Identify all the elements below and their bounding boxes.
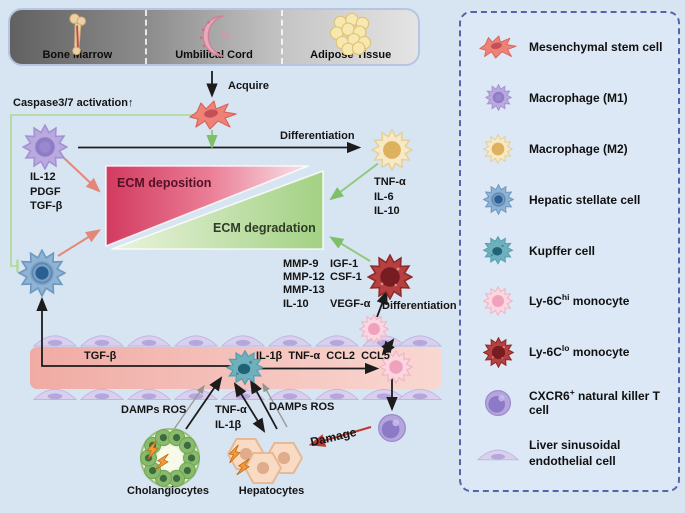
factor-label: [330, 284, 370, 297]
cytokine-label: TNF-α: [215, 404, 247, 416]
ecm-deposition-triangle: [105, 165, 309, 247]
factor-label: CSF-1: [330, 271, 362, 284]
m2-cytokines-list: TNF-α IL-6 IL-10: [374, 175, 406, 219]
banner-section-umbilical-cord: Umbilical Cord: [144, 10, 282, 64]
degradation-factors-col1: MMP-9 MMP-12 MMP-13 IL-10: [283, 258, 325, 311]
ly-6clo-monocyte-icon: [367, 254, 413, 300]
tissue-source-banner: Bone Marrow Umbilical Cord Adipose Tissu…: [8, 8, 420, 66]
macrophage-m2-icon: [371, 129, 413, 171]
factor-label: MMP-9: [283, 258, 319, 270]
macrophage-m1-icon: [485, 84, 512, 111]
cell-type-legend: Mesenchymal stem cell Macrophage (M1) Ma…: [459, 11, 680, 492]
ecm-degradation-triangle: [111, 170, 324, 250]
kupffer-cell-icon: [481, 236, 515, 265]
legend-item: Macrophage (M2): [475, 125, 674, 173]
factor-label: IGF-1: [330, 258, 359, 270]
legend-item: Ly-6Chi monocyte: [475, 277, 674, 325]
legend-item: Macrophage (M1): [475, 74, 674, 122]
legend-item-label: Kupffer cell: [529, 243, 596, 258]
cytokine-label: IL-10: [374, 205, 400, 218]
m2-to-degradation-arrow: [329, 162, 379, 201]
legend-item-label: Ly-6Chi monocyte: [529, 292, 630, 309]
damps-right-arrow: [249, 379, 278, 430]
tgf-beta-arrow: [36, 296, 230, 367]
macrophage-m2-icon: [483, 134, 513, 164]
cytokine-label: TGF-β: [30, 200, 63, 213]
monocyte-differentiation-arrow: [376, 289, 388, 318]
damps-ros-left-label: DAMPs ROS: [121, 404, 187, 416]
umbilical-cord-icon: [193, 13, 235, 59]
legend-item-label: Liver sinusoidal endothelial cell: [529, 438, 621, 468]
degradation-factors-col2: IGF-1 CSF-1 VEGF-α: [330, 258, 370, 311]
m1-cytokines-list: IL-12 PDGF TGF-β: [30, 170, 62, 214]
cytokine-label: TNF-α: [374, 176, 406, 188]
stellate-to-deposition-arrow: [57, 229, 101, 257]
endothelial-cell-row-bottom: [33, 388, 442, 400]
cxcr6-nkt-cell-icon: [377, 413, 407, 443]
cxcr6-nkt-cell-icon: [484, 389, 512, 417]
chemokines-label: IL-1β TNF-α CCL2 CCL5: [256, 350, 390, 362]
cholangiocytes-label: Cholangiocytes: [127, 485, 209, 497]
legend-item: Hepatic stellate cell: [475, 176, 674, 224]
damps-ros-right-label: DAMPs ROS: [269, 401, 335, 413]
acquire-label: Acquire: [228, 80, 269, 92]
mesenchymal-stem-cell-icon: [479, 35, 517, 59]
bone-marrow-label: Bone Marrow: [42, 49, 113, 61]
factor-label: MMP-13: [283, 284, 325, 297]
umbilical-cord-label: Umbilical Cord: [175, 49, 253, 61]
legend-item: CXCR6+ natural killer T cell: [475, 379, 674, 427]
banner-section-bone-marrow: Bone Marrow: [10, 10, 145, 64]
liver-sinusoidal-endothelial-cell-icon: [477, 448, 519, 461]
tgf-beta-label: TGF-β: [84, 350, 117, 362]
legend-item-label: Mesenchymal stem cell: [529, 40, 663, 55]
banner-section-adipose-tissue: Adipose Tissue: [281, 10, 418, 64]
differentiation-top-label: Differentiation: [280, 130, 355, 142]
factor-label: MMP-12: [283, 271, 325, 284]
tnf-il1b-double-arrow: [233, 382, 266, 433]
ly-6chi-monocyte-icon: [483, 286, 513, 316]
damps-left-gray-arrow: [171, 384, 205, 433]
hepatocytes-label: Hepatocytes: [238, 485, 305, 497]
legend-item: Liver sinusoidal endothelial cell: [475, 430, 674, 478]
damps-left-arrow: [185, 376, 223, 430]
cytokine-label: IL-1β: [215, 418, 242, 431]
ly-6clo-monocyte-icon: [483, 337, 514, 368]
damps-right-gray-arrow: [262, 382, 288, 428]
monocyte-transmigration-arrow: [381, 338, 395, 356]
legend-item: Mesenchymal stem cell: [475, 23, 674, 71]
legend-item-label: Hepatic stellate cell: [529, 192, 641, 207]
cytokine-label: IL-6: [374, 190, 394, 203]
legend-item-label: Macrophage (M1): [529, 90, 628, 105]
caspase-inhibition-line: [10, 114, 193, 267]
legend-item: Ly-6Clo monocyte: [475, 328, 674, 376]
damage-arrow: [308, 425, 372, 447]
factor-label: VEGF-α: [330, 297, 371, 310]
cytokine-label: PDGF: [30, 185, 61, 198]
mesenchymal-stem-cell-icon: [189, 100, 237, 130]
adipose-tissue-icon: [329, 13, 373, 55]
factor-label: IL-10: [283, 297, 309, 310]
ly-6chi-monocyte-extravasated-icon: [359, 314, 389, 344]
legend-item-label: Ly-6Clo monocyte: [529, 343, 630, 360]
hepatic-stellate-cell-icon: [18, 249, 66, 297]
legend-item: Kupffer cell: [475, 227, 674, 275]
hepatic-stellate-cell-icon: [483, 184, 514, 215]
m1-to-deposition-arrow: [63, 157, 101, 193]
macrophage-m1-icon: [22, 124, 68, 170]
legend-item-label: CXCR6+ natural killer T cell: [529, 387, 661, 418]
differentiation-monocyte-label: Differentiation: [382, 300, 457, 312]
ecm-degradation-label: ECM degradation: [213, 221, 316, 235]
ecm-deposition-label: ECM deposition: [117, 176, 212, 190]
ly6clo-to-degradation-arrow: [329, 236, 371, 262]
kupffer-cytokines-list: TNF-α IL-1β: [215, 403, 247, 432]
caspase-activation-label: Caspase3/7 activation↑: [13, 97, 134, 109]
bone-icon: [65, 13, 90, 57]
cytokine-label: IL-12: [30, 171, 56, 183]
legend-item-label: Macrophage (M2): [529, 141, 628, 156]
adipose-tissue-label: Adipose Tissue: [310, 49, 392, 61]
